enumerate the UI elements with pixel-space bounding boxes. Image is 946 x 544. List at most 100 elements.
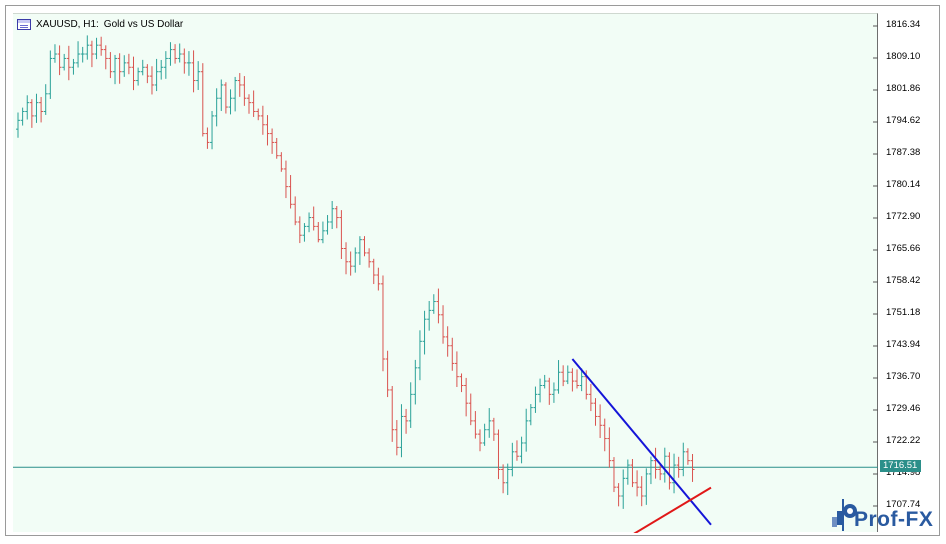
price-bar — [113, 54, 118, 85]
price-bar — [302, 223, 307, 242]
price-bar — [223, 82, 228, 114]
resistance-trendline[interactable] — [571, 358, 712, 526]
price-bar — [228, 89, 233, 115]
price-bar — [380, 275, 385, 372]
price-bar — [76, 41, 81, 68]
price-bar — [265, 115, 270, 146]
price-bar — [427, 300, 432, 331]
price-bar — [538, 378, 543, 403]
price-bar — [149, 66, 154, 95]
price-bar — [348, 251, 353, 276]
price-bar — [408, 382, 413, 428]
price-bar — [648, 456, 653, 485]
price-bar — [482, 423, 487, 446]
price-bar — [681, 442, 686, 477]
price-bar — [376, 267, 381, 291]
price-bar — [260, 105, 265, 135]
price-bar — [270, 128, 275, 154]
price-bar — [362, 236, 367, 257]
price-bar — [52, 44, 57, 63]
logo-icon — [832, 499, 857, 531]
price-bar — [25, 95, 30, 120]
price-bar — [48, 50, 53, 99]
price-bar — [311, 206, 316, 231]
price-bar — [445, 326, 450, 357]
price-bar — [524, 408, 529, 452]
price-bar — [547, 377, 552, 405]
price-chart[interactable] — [13, 14, 878, 533]
symbol-label: XAUUSD, H1: — [36, 18, 99, 30]
price-bar — [108, 52, 113, 79]
price-bar — [658, 463, 663, 481]
price-bar — [173, 44, 178, 64]
price-bar — [29, 99, 34, 128]
price-bar — [330, 200, 335, 230]
price-bar — [551, 382, 556, 403]
price-bar — [196, 61, 201, 90]
price-bar — [556, 360, 561, 394]
price-bar — [579, 368, 584, 392]
price-bar — [399, 404, 404, 458]
price-bar — [505, 463, 510, 496]
price-bar — [219, 79, 224, 112]
price-bar — [62, 53, 67, 71]
price-bar — [468, 393, 473, 426]
price-bar — [413, 359, 418, 405]
price-bar — [533, 386, 538, 413]
price-bar — [297, 216, 302, 244]
price-bar — [353, 247, 358, 273]
price-bar — [256, 108, 261, 121]
price-bar — [16, 112, 20, 138]
price-bar — [385, 350, 390, 398]
price-bar — [80, 46, 85, 63]
price-bar — [667, 452, 672, 490]
price-bar — [71, 58, 76, 75]
price-bar — [690, 453, 695, 482]
price-bar — [593, 398, 598, 426]
brand-logo: Prof-FX — [828, 493, 933, 533]
price-bar — [154, 58, 159, 92]
price-bar — [307, 212, 312, 233]
price-bar — [103, 45, 108, 70]
price-bar — [653, 447, 658, 479]
price-bar — [94, 37, 99, 60]
price-bar — [316, 222, 321, 243]
price-bar — [320, 221, 325, 244]
price-bar — [131, 56, 136, 91]
symbol-description: Gold vs US Dollar — [103, 18, 184, 30]
price-bar — [293, 196, 298, 226]
support-trendline[interactable] — [623, 486, 712, 533]
price-bar — [598, 404, 603, 439]
price-bar — [501, 464, 506, 494]
price-bar — [66, 45, 71, 81]
price-bar — [99, 36, 104, 56]
price-bar — [43, 84, 48, 115]
price-bar — [205, 127, 210, 149]
price-bar — [672, 453, 677, 494]
price-bar — [496, 429, 501, 480]
price-bar — [126, 53, 131, 75]
current-price-tag: 1716.51 — [880, 460, 921, 473]
price-bar — [186, 51, 191, 76]
price-bar — [625, 459, 630, 485]
price-bar — [635, 470, 640, 497]
price-bar — [159, 59, 164, 80]
price-bar — [251, 90, 256, 117]
logo-text: Prof-FX — [854, 508, 934, 531]
price-bar — [247, 94, 251, 114]
price-bar — [611, 457, 616, 493]
price-bar — [117, 53, 122, 84]
price-bar — [404, 408, 409, 434]
price-bar — [390, 386, 395, 442]
price-bar — [575, 369, 580, 389]
chart-plot-area[interactable] — [13, 13, 878, 533]
price-bar — [519, 436, 524, 464]
price-bar — [464, 377, 469, 417]
price-bar — [210, 110, 215, 150]
price-bar — [644, 468, 649, 505]
price-bar — [436, 288, 441, 324]
price-bar — [417, 330, 422, 381]
price-bar — [168, 42, 173, 66]
price-bar — [89, 40, 94, 68]
price-bar — [191, 50, 196, 93]
